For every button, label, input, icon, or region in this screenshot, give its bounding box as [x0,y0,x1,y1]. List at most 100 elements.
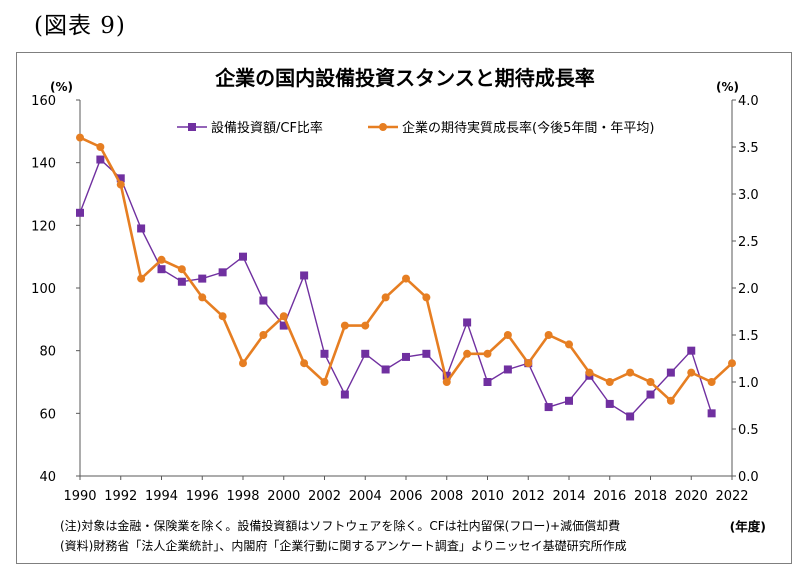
series-1-point [239,252,247,261]
series-2-point [116,180,125,189]
series-2-point [524,359,533,368]
x-tick-label: 1990 [63,489,96,504]
chart-title: 企業の国内設備投資スタンスと期待成長率 [214,66,595,90]
series-2-point [442,378,451,386]
series-1-point [707,409,716,418]
series-1-point [402,352,410,361]
right-tick-label: 0.5 [738,423,759,438]
x-tick-label: 2004 [349,489,382,504]
x-tick-label: 2006 [389,489,422,504]
x-tick-label: 1992 [104,489,137,504]
x-tick-label: 2010 [471,489,504,504]
series-1-point [422,349,431,358]
series-2-point [381,293,390,302]
right-tick-label: 3.0 [738,188,759,203]
series-2-point [626,368,635,377]
series-2-point [483,349,492,358]
series-2-point [646,378,655,386]
right-tick-label: 0.0 [738,470,759,485]
series-2-point [565,340,573,349]
x-tick-label: 2000 [267,489,300,504]
right-tick-label: 3.5 [738,141,759,156]
series-2-point [605,378,614,386]
series-2-point [198,293,207,302]
series-1-point [340,390,349,399]
right-tick-label: 1.5 [738,329,759,344]
series-2-point [218,312,227,321]
series-2-point [463,349,472,358]
series-1-point [198,274,207,283]
series-2-point [544,331,553,339]
series-2-point [402,274,410,283]
x-tick-label: 1996 [186,489,219,504]
series-2-point [707,378,716,386]
series-1-point [76,208,84,217]
series-1-point [687,346,696,355]
series-2-point [340,321,349,330]
series-2-point [361,321,370,330]
series-2-point [279,312,288,321]
series-1-point [483,378,492,386]
series-2-point [687,368,696,377]
x-tick-label: 1998 [226,489,259,504]
right-tick-label: 4.0 [738,94,759,109]
series-1-point [646,390,655,399]
series-1-point [503,365,512,374]
x-tick-label: 2018 [634,489,667,504]
series-2-point [422,293,431,302]
series-2-point [177,265,186,274]
series-line-2 [79,136,733,403]
legend-swatch-marker-2 [379,123,387,131]
series-1-point [96,155,105,164]
series-1-point [279,321,288,330]
left-tick-label: 100 [31,282,56,297]
series-1-point [626,412,635,421]
left-tick-label: 60 [39,407,56,422]
series-1-point [361,349,370,358]
left-tick-label: 120 [31,219,56,234]
series-1-point [666,368,675,377]
series-2-point [585,368,594,377]
series-1-point [300,271,309,280]
series-1-point [381,365,390,374]
series-1-point [218,268,227,277]
footnote-note: (注)対象は金融・保険業を除く。設備投資額はソフトウェアを除く。CFは社内留保(… [60,519,621,533]
series-2-point [503,331,512,339]
series-1-point [137,224,146,233]
series-1-point [320,349,329,358]
x-tick-label: 2016 [593,489,626,504]
x-tick-label: 2012 [512,489,545,504]
chart-frame [16,52,792,564]
series-2-point [76,133,84,142]
x-tick-label: 2002 [308,489,341,504]
series-2-point [728,359,736,368]
left-tick-label: 140 [31,157,56,172]
series-1-point [565,396,573,405]
x-tick-label: 1994 [145,489,178,504]
series-2-point [96,143,105,151]
series-2-point [666,396,675,405]
series-1-point [442,371,451,380]
right-axis-unit: (%) [716,80,739,94]
series-1-point [259,296,268,305]
footnote-source: (資料)財務省「法人企業統計」、内閣府「企業行動に関するアンケート調査」よりニッ… [60,539,627,553]
x-tick-label: 2022 [715,489,748,504]
x-tick-label: 2020 [675,489,708,504]
x-axis-unit: (年度) [729,519,766,534]
legend-label-2: 企業の期待実質成長率(今後5年間・年平均) [402,120,654,136]
series-2-point [300,359,309,368]
left-tick-label: 80 [39,345,56,360]
right-tick-label: 2.0 [738,282,759,297]
series-2-point [239,359,247,368]
series-1-point [605,399,614,408]
series-2-point [137,274,146,283]
series-1-point [157,265,166,274]
series-1-point [116,174,125,183]
series-2-point [259,331,268,339]
right-tick-label: 2.5 [738,235,759,250]
left-tick-label: 160 [31,94,56,109]
left-tick-label: 40 [39,470,56,485]
right-tick-label: 1.0 [738,376,759,391]
x-tick-label: 2014 [552,489,585,504]
